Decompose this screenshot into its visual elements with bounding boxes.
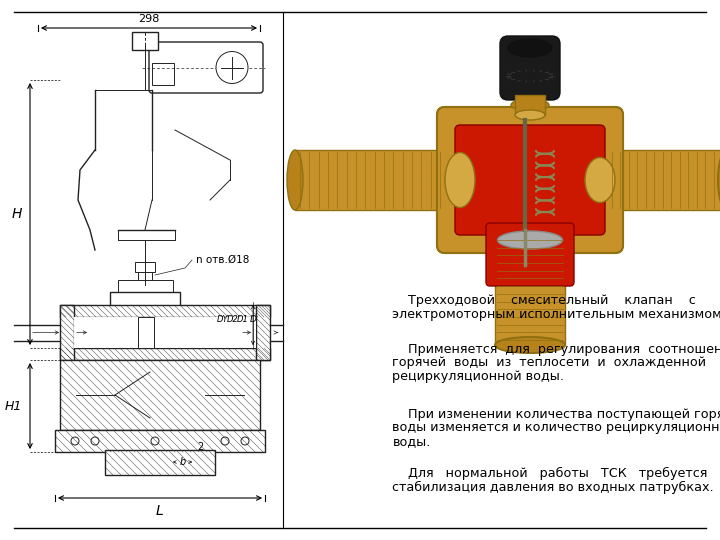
Text: воды.: воды. bbox=[392, 435, 431, 448]
Ellipse shape bbox=[437, 150, 453, 210]
Text: b: b bbox=[180, 457, 186, 467]
Circle shape bbox=[216, 51, 248, 84]
Bar bbox=[60, 305, 270, 317]
Ellipse shape bbox=[508, 39, 552, 57]
Text: H: H bbox=[12, 207, 22, 221]
Circle shape bbox=[71, 437, 79, 445]
Text: стабилизация давления во входных патрубках.: стабилизация давления во входных патрубк… bbox=[392, 481, 714, 494]
Bar bbox=[607, 150, 720, 210]
Bar bbox=[60, 305, 74, 360]
Bar bbox=[55, 430, 265, 452]
Bar bbox=[74, 317, 256, 348]
Text: Применяется  для  регулирования  соотношения: Применяется для регулирования соотношени… bbox=[392, 343, 720, 356]
Circle shape bbox=[91, 437, 99, 445]
FancyBboxPatch shape bbox=[437, 107, 623, 253]
Bar bbox=[60, 360, 260, 430]
Text: D1: D1 bbox=[237, 315, 249, 325]
Bar bbox=[132, 32, 158, 50]
Ellipse shape bbox=[287, 150, 303, 210]
Bar bbox=[60, 348, 270, 360]
Bar bbox=[295, 150, 445, 210]
Ellipse shape bbox=[511, 99, 549, 111]
Text: электромоторным исполнительным механизмом.: электромоторным исполнительным механизмо… bbox=[392, 308, 720, 321]
Ellipse shape bbox=[498, 231, 562, 249]
Circle shape bbox=[241, 437, 249, 445]
Ellipse shape bbox=[515, 110, 545, 120]
Ellipse shape bbox=[503, 233, 557, 247]
FancyBboxPatch shape bbox=[486, 223, 574, 286]
Ellipse shape bbox=[505, 82, 555, 98]
Text: L: L bbox=[156, 504, 164, 518]
Text: D: D bbox=[250, 315, 256, 325]
Ellipse shape bbox=[585, 158, 615, 202]
Text: горячей  воды  из  теплосети  и  охлажденной: горячей воды из теплосети и охлажденной bbox=[392, 356, 706, 369]
Ellipse shape bbox=[445, 152, 475, 207]
Ellipse shape bbox=[600, 150, 614, 210]
Ellipse shape bbox=[495, 227, 565, 243]
Bar bbox=[76, 372, 244, 418]
Bar bbox=[120, 453, 200, 472]
Text: H1: H1 bbox=[4, 400, 22, 413]
FancyBboxPatch shape bbox=[455, 125, 605, 235]
Text: DY: DY bbox=[217, 315, 229, 325]
Bar bbox=[135, 262, 155, 272]
Text: D2: D2 bbox=[227, 315, 239, 325]
FancyBboxPatch shape bbox=[437, 107, 623, 253]
Text: 2: 2 bbox=[197, 442, 203, 452]
Text: Трехходовой    смесительный    клапан    с: Трехходовой смесительный клапан с bbox=[392, 294, 696, 307]
FancyBboxPatch shape bbox=[500, 36, 560, 100]
Bar bbox=[256, 305, 270, 360]
Text: Для   нормальной   работы   ТСК   требуется: Для нормальной работы ТСК требуется bbox=[392, 467, 708, 480]
Text: 298: 298 bbox=[138, 14, 160, 24]
Bar bbox=[525, 90, 535, 120]
Bar bbox=[110, 292, 180, 310]
FancyBboxPatch shape bbox=[149, 42, 263, 93]
Bar bbox=[495, 235, 565, 345]
Text: воды изменяется и количество рециркуляционной: воды изменяется и количество рециркуляци… bbox=[392, 421, 720, 434]
Circle shape bbox=[151, 437, 159, 445]
Bar bbox=[75, 434, 245, 448]
Ellipse shape bbox=[495, 337, 565, 353]
Bar bbox=[138, 272, 152, 282]
Bar bbox=[118, 280, 173, 295]
Text: n отв.Ø18: n отв.Ø18 bbox=[196, 255, 249, 265]
Bar bbox=[138, 317, 154, 348]
Ellipse shape bbox=[718, 150, 720, 210]
Bar bbox=[152, 63, 174, 85]
Bar bbox=[515, 95, 545, 115]
Text: При изменении количества поступающей горячей: При изменении количества поступающей гор… bbox=[392, 408, 720, 421]
Bar bbox=[105, 450, 215, 475]
Text: рециркуляционной воды.: рециркуляционной воды. bbox=[392, 370, 564, 383]
Circle shape bbox=[221, 437, 229, 445]
